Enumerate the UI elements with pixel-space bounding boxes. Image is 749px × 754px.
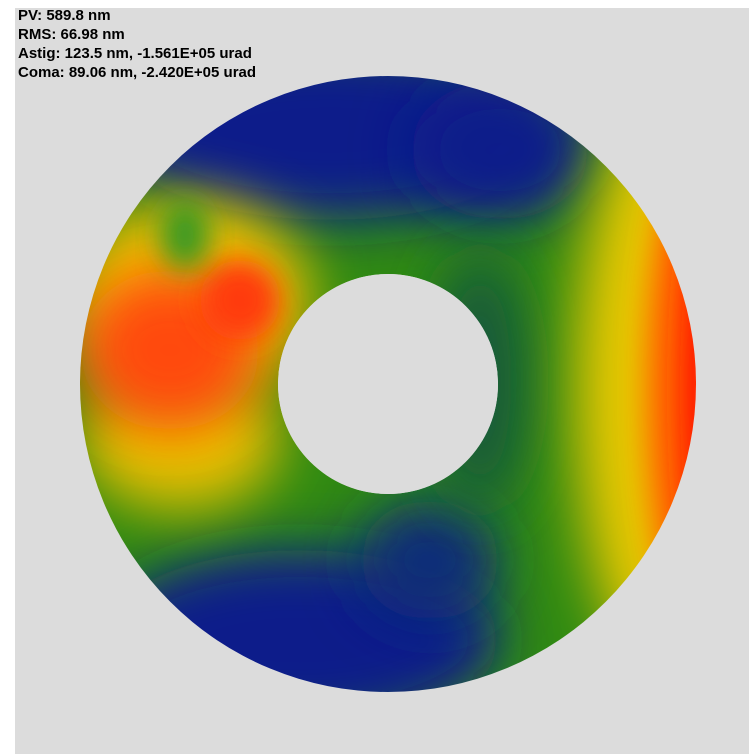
pv-readout: PV: 589.8 nm (18, 7, 111, 24)
coma-readout: Coma: 89.06 nm, -2.420E+05 urad (18, 64, 257, 81)
inner-hole (278, 274, 498, 494)
rms-readout: RMS: 66.98 nm (18, 26, 125, 43)
astig-readout: Astig: 123.5 nm, -1.561E+05 urad (18, 45, 252, 62)
